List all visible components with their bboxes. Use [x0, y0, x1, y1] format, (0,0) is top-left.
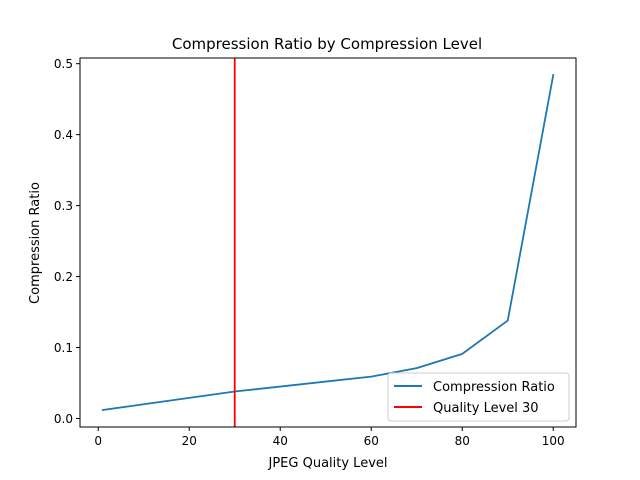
x-axis-ticks: 0 20 40 60 80 100: [94, 427, 565, 448]
chart-title: Compression Ratio by Compression Level: [172, 35, 482, 53]
x-tick-label: 20: [182, 434, 197, 448]
y-tick-label: 0.4: [54, 128, 73, 142]
legend-box: [387, 372, 570, 422]
legend-label-compression-ratio: Compression Ratio: [433, 380, 555, 395]
x-tick-label: 80: [455, 434, 470, 448]
plot-frame: [79, 57, 577, 428]
y-tick-label: 0.1: [54, 341, 73, 355]
x-axis-label: JPEG Quality Level: [268, 456, 388, 471]
x-tick-label: 100: [542, 434, 565, 448]
plot-lines: [101, 58, 555, 427]
x-tick-label: 60: [364, 434, 379, 448]
x-tick-label: 40: [273, 434, 288, 448]
y-axis-label: Compression Ratio: [28, 182, 43, 304]
x-tick-label: 0: [94, 434, 102, 448]
y-tick-label: 0.3: [54, 199, 73, 213]
y-tick-label: 0.5: [54, 57, 73, 71]
legend: Compression Ratio Quality Level 30: [387, 372, 570, 422]
y-tick-label: 0.2: [54, 270, 73, 284]
legend-label-quality-level-30: Quality Level 30: [433, 401, 539, 416]
series-line-compression-ratio: [101, 73, 555, 411]
y-axis-ticks: 0.0 0.1 0.2 0.3 0.4 0.5: [54, 57, 80, 426]
y-tick-label: 0.0: [54, 412, 73, 426]
